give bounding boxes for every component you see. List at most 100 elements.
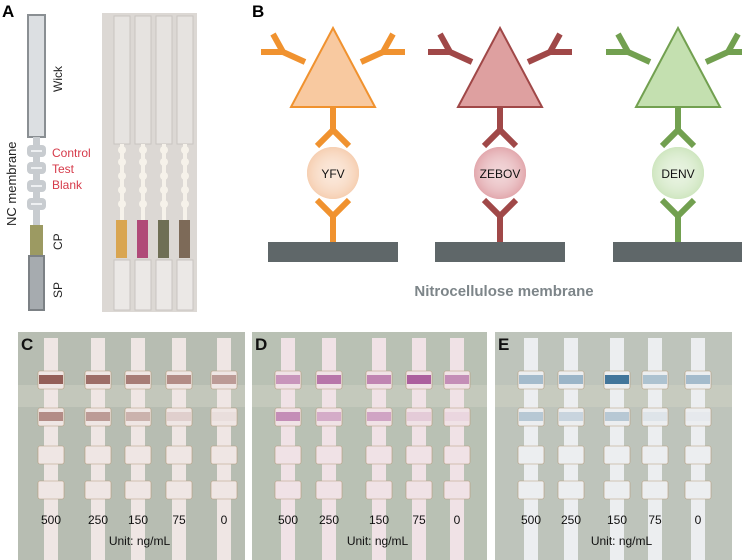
membrane-bar (268, 242, 398, 262)
test-strip: 250 (557, 338, 585, 560)
test-band (407, 412, 431, 421)
wick-label: Wick (51, 65, 65, 92)
control-band (86, 375, 110, 384)
control-band (605, 375, 629, 384)
control-label: Control (52, 146, 91, 160)
test-strip: 75 (641, 338, 669, 560)
nanoparticle-triangle (456, 25, 544, 108)
test-strip: 500 (37, 338, 65, 560)
test-strip: 75 (165, 338, 193, 560)
control-band (407, 375, 431, 384)
unit-label: Unit: ng/mL (347, 534, 409, 548)
concentration-label: 75 (172, 513, 186, 527)
test-band (367, 412, 391, 421)
test-strip: 500 (274, 338, 302, 560)
antigen-label: YFV (321, 167, 344, 181)
panel-e: 500 250 150 75 0 Unit: ng/mL E (495, 332, 732, 560)
sp-label: SP (51, 282, 65, 298)
test-band (605, 412, 629, 421)
test-band (519, 412, 543, 421)
conjugate-pad-photo (116, 220, 127, 258)
nc-membrane (27, 137, 46, 225)
panel-c: 500 250 150 75 0 Unit: ng/mL C (18, 332, 245, 560)
conjugate-pad (30, 225, 43, 255)
concentration-label: 150 (607, 513, 627, 527)
test-band (643, 412, 667, 421)
concentration-label: 500 (278, 513, 298, 527)
membrane-label: Nitrocellulose membrane (414, 283, 593, 300)
nanoparticle-triangle (289, 25, 377, 108)
panel-d: 500 250 150 75 0 Unit: ng/mL D (252, 332, 487, 560)
panel-letter-e: E (498, 335, 509, 354)
panel-letter-c: C (21, 335, 33, 354)
control-band (276, 375, 300, 384)
membrane-bar (613, 242, 742, 262)
test-band (212, 412, 236, 421)
test-band (126, 412, 150, 421)
nanoparticle-triangle (634, 25, 722, 108)
antigen-bead (652, 147, 704, 199)
panel-letter-d: D (255, 335, 267, 354)
control-band (686, 375, 710, 384)
control-band (39, 375, 63, 384)
photo-strip (113, 15, 131, 311)
concentration-label: 0 (221, 513, 228, 527)
unit-label: Unit: ng/mL (591, 534, 653, 548)
photo-strips (113, 15, 194, 311)
test-strip: 250 (84, 338, 112, 560)
test-band (317, 412, 341, 421)
test-strip: 150 (365, 338, 393, 560)
test-band (276, 412, 300, 421)
control-band (317, 375, 341, 384)
antigen-bead (474, 147, 526, 199)
antigen-label: ZEBOV (480, 167, 521, 181)
control-band (445, 375, 469, 384)
antigen-label: DENV (661, 167, 694, 181)
control-band (519, 375, 543, 384)
control-band (367, 375, 391, 384)
panel-letter-b: B (252, 2, 264, 21)
antigen-bead (307, 147, 359, 199)
control-band (167, 375, 191, 384)
concentration-label: 75 (412, 513, 426, 527)
control-band (643, 375, 667, 384)
test-band (559, 412, 583, 421)
test-strip: 150 (124, 338, 152, 560)
sample-pad (28, 255, 45, 311)
test-band (39, 412, 63, 421)
test-band (86, 412, 110, 421)
assay-yfv: YFV (261, 25, 405, 262)
control-band (126, 375, 150, 384)
test-label: Test (52, 162, 75, 176)
concentration-label: 150 (369, 513, 389, 527)
concentration-label: 0 (695, 513, 702, 527)
photo-strip (155, 15, 173, 311)
assay-zebov: ZEBOV (428, 25, 572, 262)
unit-label: Unit: ng/mL (109, 534, 171, 548)
test-strip: 0 (210, 338, 238, 560)
conjugate-pad-photo (158, 220, 169, 258)
concentration-label: 500 (41, 513, 61, 527)
nc-membrane-label: NC membrane (4, 141, 19, 226)
test-strip: 500 (517, 338, 545, 560)
test-band (167, 412, 191, 421)
concentration-label: 150 (128, 513, 148, 527)
test-strip: 0 (443, 338, 471, 560)
concentration-label: 250 (561, 513, 581, 527)
test-strip: 250 (315, 338, 343, 560)
concentration-label: 250 (88, 513, 108, 527)
test-strip: 150 (603, 338, 631, 560)
test-band (445, 412, 469, 421)
concentration-label: 250 (319, 513, 339, 527)
panel-letter-a: A (2, 2, 14, 21)
test-band (686, 412, 710, 421)
membrane-bar (435, 242, 565, 262)
control-band (559, 375, 583, 384)
conjugate-pad-photo (179, 220, 190, 258)
panel-b: B YFV ZEBOV DENV Nitrocellulose membrane (252, 2, 742, 300)
cp-label: CP (51, 233, 65, 250)
panel-a: A NC membrane Wick Control Test Blank CP… (2, 2, 197, 312)
concentration-label: 500 (521, 513, 541, 527)
